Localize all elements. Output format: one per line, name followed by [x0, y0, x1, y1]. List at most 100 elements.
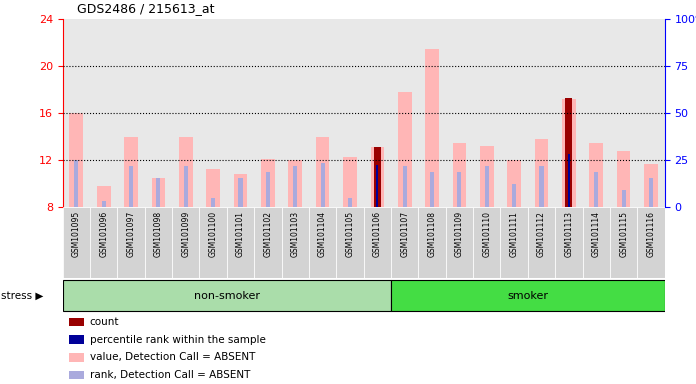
Text: GSM101097: GSM101097	[127, 211, 136, 257]
Bar	[63, 280, 391, 311]
Bar	[239, 178, 243, 207]
Text: GSM101102: GSM101102	[263, 211, 272, 257]
Bar	[391, 19, 418, 207]
Bar	[211, 198, 215, 207]
Bar	[309, 207, 336, 278]
Bar	[480, 146, 493, 207]
Bar	[644, 164, 658, 207]
Bar	[69, 371, 84, 379]
Bar	[562, 99, 576, 207]
Text: GSM101095: GSM101095	[72, 211, 81, 257]
Bar	[74, 161, 79, 207]
Bar	[638, 19, 665, 207]
Bar	[63, 19, 90, 207]
Bar	[69, 353, 84, 362]
Bar	[90, 19, 118, 207]
Bar	[118, 207, 145, 278]
Bar	[184, 166, 188, 207]
Bar	[535, 139, 548, 207]
Bar	[145, 19, 172, 207]
Bar	[254, 207, 282, 278]
Bar	[179, 137, 193, 207]
Bar	[374, 147, 381, 207]
Text: GSM101106: GSM101106	[373, 211, 382, 257]
Bar	[261, 159, 275, 207]
Bar	[157, 178, 161, 207]
Bar	[200, 207, 227, 278]
Bar	[288, 161, 302, 207]
Bar	[500, 207, 528, 278]
Bar	[145, 207, 172, 278]
Text: GSM101101: GSM101101	[236, 211, 245, 257]
Bar	[594, 172, 599, 207]
Text: count: count	[90, 317, 119, 327]
Text: GSM101098: GSM101098	[154, 211, 163, 257]
Bar	[152, 178, 165, 207]
Bar	[649, 178, 653, 207]
Text: GSM101115: GSM101115	[619, 211, 628, 257]
Bar	[102, 202, 106, 207]
Bar	[425, 49, 439, 207]
Bar	[370, 147, 384, 207]
Bar	[227, 207, 254, 278]
Bar	[282, 207, 309, 278]
Bar	[69, 318, 84, 326]
Text: GSM101116: GSM101116	[647, 211, 656, 257]
Bar	[234, 174, 247, 207]
Bar	[528, 207, 555, 278]
Bar	[309, 19, 336, 207]
Bar	[583, 19, 610, 207]
Bar	[473, 207, 500, 278]
Bar	[403, 166, 406, 207]
Bar	[617, 151, 631, 207]
Bar	[418, 19, 445, 207]
Bar	[293, 166, 297, 207]
Bar	[430, 172, 434, 207]
Text: GSM101103: GSM101103	[291, 211, 300, 257]
Bar	[568, 154, 570, 207]
Bar	[316, 137, 329, 207]
Bar	[457, 172, 461, 207]
Text: GSM101108: GSM101108	[427, 211, 436, 257]
Bar	[69, 335, 84, 344]
Bar	[343, 157, 357, 207]
Bar	[321, 163, 324, 207]
Bar	[445, 19, 473, 207]
Bar	[129, 166, 133, 207]
Bar	[473, 19, 500, 207]
Text: value, Detection Call = ABSENT: value, Detection Call = ABSENT	[90, 353, 255, 362]
Bar	[500, 19, 528, 207]
Bar	[507, 161, 521, 207]
Bar	[539, 166, 544, 207]
Bar	[200, 19, 227, 207]
Bar	[254, 19, 282, 207]
Text: GSM101105: GSM101105	[345, 211, 354, 257]
Text: GSM101110: GSM101110	[482, 211, 491, 257]
Bar	[610, 19, 638, 207]
Bar	[63, 207, 90, 278]
Bar	[348, 198, 352, 207]
Bar	[590, 143, 603, 207]
Bar	[398, 92, 411, 207]
Bar	[565, 98, 572, 207]
Text: GSM101113: GSM101113	[564, 211, 574, 257]
Text: GSM101114: GSM101114	[592, 211, 601, 257]
Bar	[336, 207, 363, 278]
Bar	[282, 19, 309, 207]
Bar	[567, 154, 571, 207]
Bar	[622, 190, 626, 207]
Text: non-smoker: non-smoker	[193, 291, 260, 301]
Bar	[266, 172, 270, 207]
Bar	[583, 207, 610, 278]
Bar	[206, 169, 220, 207]
Bar	[172, 207, 200, 278]
Bar	[97, 186, 111, 207]
Bar	[555, 19, 583, 207]
Bar	[375, 172, 379, 207]
Bar	[528, 19, 555, 207]
Text: GSM101111: GSM101111	[509, 211, 519, 257]
Bar	[90, 207, 118, 278]
Text: GSM101104: GSM101104	[318, 211, 327, 257]
Text: GSM101107: GSM101107	[400, 211, 409, 257]
Bar	[363, 207, 391, 278]
